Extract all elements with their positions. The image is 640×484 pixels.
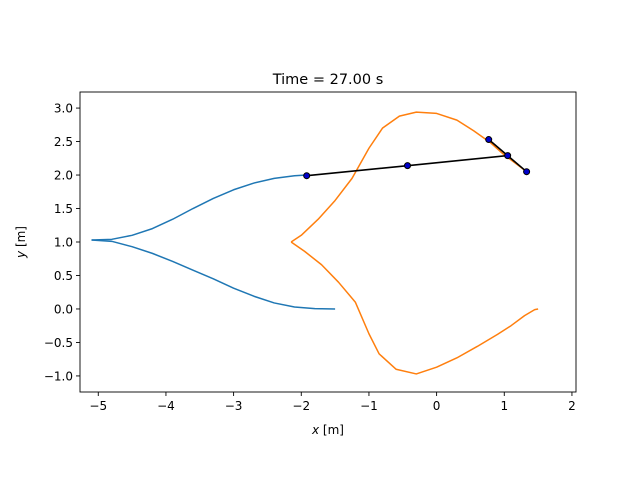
x-tick-label: 2 [568,399,576,413]
x-tick-label: 0 [433,399,441,413]
pendulum-node [523,168,531,176]
trajectory-line-1 [91,239,336,310]
x-tick-label: −1 [360,399,378,413]
y-tick-label: 3.0 [54,102,73,116]
y-tick-label: −1.0 [44,369,73,383]
y-tick-label: 2.5 [54,135,73,149]
pendulum-short-link [488,138,509,157]
y-tick-label: 2.0 [54,169,73,183]
pendulum-layer [306,138,528,177]
pendulum-node [404,162,412,170]
series-layer [91,111,539,375]
y-tick-label: −0.5 [44,336,73,350]
x-tick-label: −3 [225,399,243,413]
y-axis-ticks: −1.0 −0.5 0.0 0.5 1.0 1.5 2.0 2.5 3.0 [44,102,80,383]
x-axis-label: x [m] [311,423,344,437]
y-tick-label: 1.0 [54,236,73,250]
node-layer [303,136,531,180]
x-tick-label: −5 [89,399,107,413]
trajectory-line-3 [290,241,539,375]
y-axis-label: y [m] [14,226,28,259]
pendulum-node [504,152,512,160]
pendulum-node [485,136,493,144]
x-tick-label: −2 [292,399,310,413]
pendulum-arm [306,154,528,177]
x-tick-label: −4 [157,399,175,413]
y-tick-label: 1.5 [54,202,73,216]
chart-title: Time = 27.00 s [272,72,384,88]
y-tick-label: 0.0 [54,302,73,316]
pendulum-node [303,172,311,180]
x-axis-ticks: −5 −4 −3 −2 −1 0 1 2 [89,392,576,413]
trajectory-line-4 [290,111,528,243]
trajectory-line-2 [91,174,307,241]
y-tick-label: 0.5 [54,269,73,283]
x-tick-label: 1 [500,399,508,413]
